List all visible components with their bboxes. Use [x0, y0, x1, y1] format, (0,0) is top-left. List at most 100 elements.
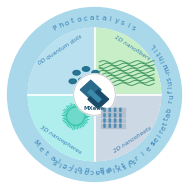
Text: u: u: [167, 80, 174, 86]
Text: 0D quantum dots: 0D quantum dots: [37, 33, 83, 66]
Bar: [101, 108, 125, 112]
Circle shape: [120, 126, 121, 127]
Text: P: P: [52, 25, 59, 32]
Text: n: n: [84, 167, 90, 174]
Circle shape: [120, 110, 121, 112]
Text: t: t: [101, 167, 104, 174]
Text: e: e: [62, 162, 68, 169]
Text: a: a: [105, 167, 111, 173]
Circle shape: [114, 115, 116, 117]
Circle shape: [109, 124, 111, 125]
Text: y: y: [113, 18, 119, 25]
Circle shape: [8, 8, 181, 181]
Text: t: t: [162, 121, 169, 126]
Circle shape: [109, 108, 111, 110]
Text: i: i: [140, 151, 146, 157]
Text: l: l: [108, 16, 112, 23]
Ellipse shape: [73, 70, 80, 75]
Text: y: y: [116, 164, 122, 171]
Polygon shape: [88, 90, 109, 109]
Text: s: s: [166, 76, 173, 81]
Circle shape: [104, 119, 105, 120]
Text: t: t: [114, 164, 119, 171]
Text: s: s: [130, 157, 137, 164]
Text: B: B: [99, 167, 105, 174]
Text: t: t: [43, 151, 49, 157]
Text: E: E: [52, 157, 59, 164]
Text: u: u: [162, 62, 169, 69]
Wedge shape: [94, 28, 161, 94]
Text: a: a: [107, 166, 112, 173]
Circle shape: [120, 121, 121, 122]
Text: L: L: [150, 42, 157, 49]
Bar: [101, 119, 125, 122]
Text: o: o: [76, 16, 82, 23]
Text: -: -: [63, 162, 68, 169]
Circle shape: [104, 121, 105, 122]
Circle shape: [104, 108, 105, 110]
Polygon shape: [88, 90, 101, 102]
Text: o: o: [64, 19, 70, 27]
Text: t: t: [96, 15, 99, 21]
Circle shape: [109, 113, 111, 115]
Text: c: c: [67, 164, 73, 171]
Circle shape: [120, 113, 121, 115]
Text: t: t: [74, 165, 78, 172]
Circle shape: [114, 110, 116, 112]
Text: l: l: [58, 160, 63, 166]
Circle shape: [114, 108, 116, 110]
Text: a: a: [49, 155, 56, 162]
Circle shape: [114, 126, 116, 127]
Ellipse shape: [88, 80, 95, 84]
Circle shape: [109, 119, 111, 120]
Text: h: h: [158, 54, 165, 60]
Text: l: l: [56, 159, 61, 165]
Text: a: a: [165, 112, 172, 118]
Circle shape: [104, 113, 105, 115]
Text: t: t: [121, 162, 126, 169]
Wedge shape: [28, 28, 94, 94]
Ellipse shape: [69, 79, 76, 84]
Text: e: e: [37, 145, 44, 153]
Circle shape: [67, 107, 85, 125]
Polygon shape: [80, 80, 101, 99]
Circle shape: [109, 110, 111, 112]
Text: e: e: [160, 125, 167, 131]
Circle shape: [120, 124, 121, 125]
Text: i: i: [156, 133, 162, 138]
Text: c: c: [83, 15, 88, 22]
Circle shape: [109, 115, 111, 117]
Text: r: r: [79, 167, 83, 173]
Circle shape: [120, 108, 121, 110]
Text: MXene: MXene: [84, 106, 105, 111]
Circle shape: [104, 115, 105, 117]
Circle shape: [114, 124, 116, 125]
Text: c: c: [90, 168, 94, 174]
Text: 1D nanofibers: 1D nanofibers: [113, 35, 151, 62]
Ellipse shape: [92, 70, 99, 75]
Text: f: f: [168, 91, 174, 94]
Text: b: b: [166, 108, 173, 113]
Circle shape: [114, 113, 116, 115]
Circle shape: [74, 74, 115, 115]
Text: i: i: [160, 59, 167, 63]
Text: a: a: [95, 168, 100, 174]
Circle shape: [28, 28, 161, 161]
Text: o: o: [77, 166, 82, 173]
Text: t: t: [70, 18, 75, 24]
Circle shape: [120, 119, 121, 120]
Text: m: m: [163, 65, 171, 74]
Text: -: -: [165, 72, 171, 76]
Circle shape: [104, 124, 105, 125]
Wedge shape: [28, 94, 94, 161]
Text: a: a: [101, 15, 106, 22]
Text: s: s: [150, 140, 157, 147]
Circle shape: [109, 121, 111, 122]
Text: e: e: [127, 158, 134, 166]
Text: 3D nanospheres: 3D nanospheres: [39, 124, 82, 155]
Circle shape: [114, 119, 116, 120]
Text: a: a: [89, 15, 94, 21]
Text: l: l: [168, 86, 174, 89]
Text: 2D nanosheets: 2D nanosheets: [112, 125, 152, 154]
Text: r: r: [158, 129, 165, 135]
